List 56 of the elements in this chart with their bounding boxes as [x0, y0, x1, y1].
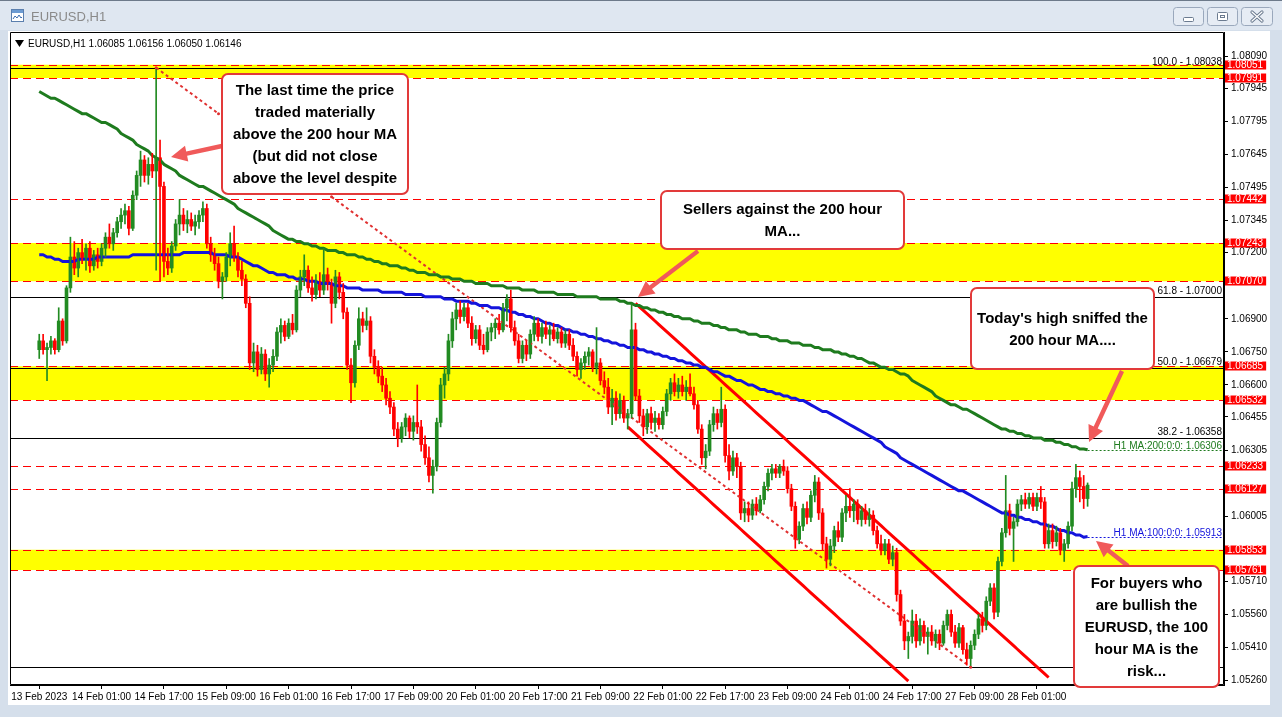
annotation: 50.0 - 1.06679	[1157, 355, 1223, 367]
text: H1 MA:200:0:0: 1.06306	[1113, 439, 1223, 451]
ref-line-label: 1.06127	[1227, 482, 1264, 494]
y-tick-label: 1.06305	[1231, 443, 1268, 455]
y-tick-label: 1.06900	[1231, 312, 1268, 324]
ref-line-label: 1.07070	[1227, 274, 1264, 286]
y-tick-label: 1.07795	[1231, 115, 1268, 127]
y-tick-label: 1.07495	[1231, 181, 1268, 193]
ref-line-label: 1.05853	[1227, 543, 1264, 555]
x-tick-label: 20 Feb 01:00	[446, 690, 506, 702]
x-tick-label: 14 Feb 01:00	[72, 690, 132, 702]
x-tick-label: 22 Feb 01:00	[633, 690, 693, 702]
ref-line-label: 1.06685	[1227, 359, 1264, 371]
y-tick-label: 1.07945	[1231, 82, 1268, 94]
x-tick-label: 23 Feb 09:00	[758, 690, 818, 702]
x-tick-label: 14 Feb 17:00	[134, 690, 194, 702]
y-tick-label: 1.06455	[1231, 410, 1268, 422]
ref-line-label: 1.06532	[1227, 393, 1264, 405]
chart-title: EURUSD,H1	[31, 9, 107, 24]
annotation: For buyers who are bullish the EURUSD, the 100 hour MA is the risk...	[1083, 573, 1210, 681]
annotation: Today's high sniffed the 200 hour MA....	[976, 308, 1149, 350]
x-tick-label: 13 Feb 2023	[11, 690, 68, 702]
x-tick-label: 27 Feb 09:00	[945, 690, 1005, 702]
y-tick-label: 1.05710	[1231, 575, 1268, 587]
annotation: 61.8 - 1.07000	[1157, 284, 1223, 296]
annotation: 100.0 - 1.08038	[1151, 55, 1223, 67]
x-tick-label: 22 Feb 17:00	[695, 690, 756, 702]
x-tick-label: 24 Feb 01:00	[820, 690, 880, 702]
y-tick-label: 1.06005	[1231, 509, 1268, 521]
annotation: 38.2 - 1.06358	[1157, 425, 1223, 437]
x-tick-label: 16 Feb 01:00	[259, 690, 319, 702]
y-tick-label: 1.05560	[1231, 608, 1268, 620]
ref-line-label: 1.05761	[1227, 563, 1264, 575]
ref-line-label: 1.07243	[1227, 236, 1264, 248]
annotation: The last time the price traded materially above the 200 hour MA (but did not close above the level despite	[232, 80, 398, 188]
ref-line-label: 1.07991	[1227, 71, 1264, 83]
ref-line-label: 1.06233	[1227, 459, 1264, 471]
annotation: Sellers against the 200 hour MA...	[681, 199, 884, 241]
x-tick-label: 20 Feb 17:00	[508, 690, 568, 702]
y-tick-label: 1.05260	[1231, 674, 1268, 686]
ref-line-label: 1.08051	[1227, 58, 1264, 70]
y-tick-label: 1.05410	[1231, 641, 1268, 653]
x-tick-label: 17 Feb 09:00	[383, 690, 444, 702]
y-tick-label: 1.06600	[1231, 378, 1268, 390]
x-tick-label: 28 Feb 01:00	[1007, 690, 1067, 702]
x-tick-label: 21 Feb 09:00	[570, 690, 631, 702]
ref-line-label: 1.07442	[1227, 192, 1264, 204]
text: EURUSD,H1 1.06085 1.06156 1.06050 1.06146	[28, 38, 242, 49]
y-tick-label: 1.07345	[1231, 214, 1268, 226]
y-tick-label: 1.07200	[1231, 246, 1268, 258]
x-tick-label: 24 Feb 17:00	[882, 690, 943, 702]
x-tick-label: 16 Feb 17:00	[321, 690, 381, 702]
y-tick-label: 1.07645	[1231, 148, 1268, 160]
x-tick-label: 15 Feb 09:00	[196, 690, 257, 702]
text: H1 MA:100:0:0: 1.05913	[1113, 526, 1223, 538]
y-tick-label: 1.06750	[1231, 345, 1268, 357]
